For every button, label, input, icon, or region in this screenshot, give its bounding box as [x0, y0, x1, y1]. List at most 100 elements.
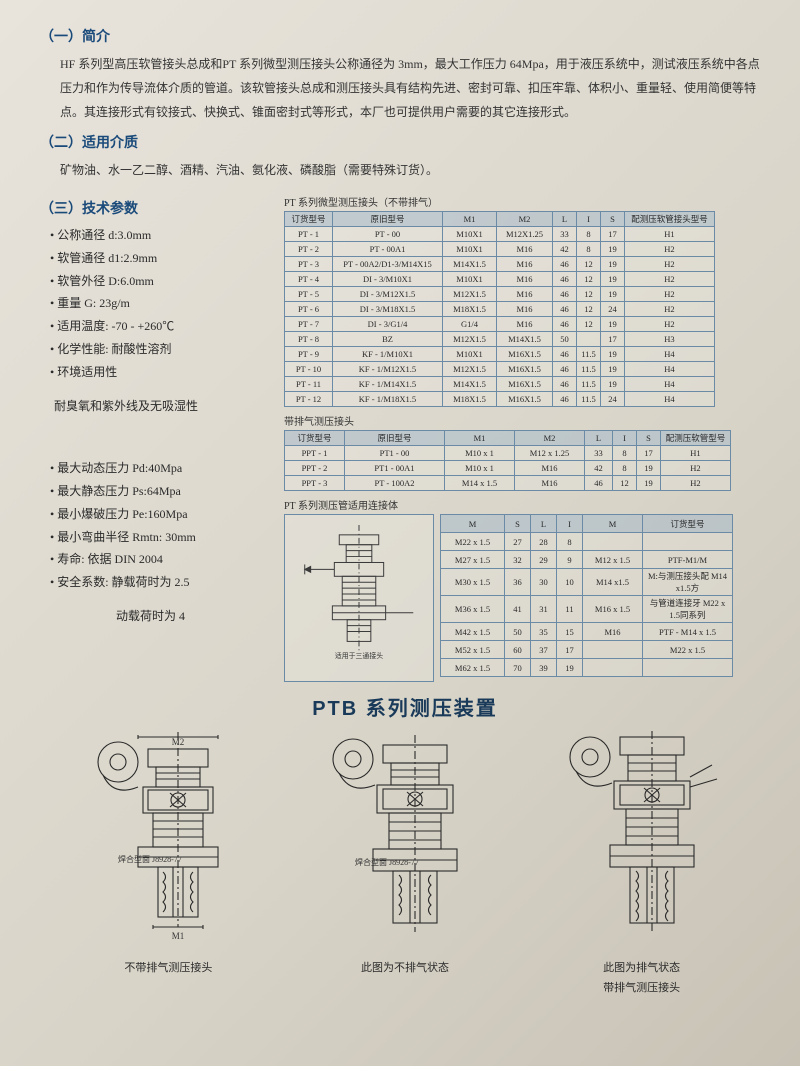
col-header: S — [505, 515, 531, 533]
col-header: S — [601, 212, 625, 227]
cell: PT - 9 — [285, 347, 333, 362]
cell: KF - 1/M12X1.5 — [333, 362, 443, 377]
table-row: PT - 9KF - 1/M10X1M10X1M16X1.54611.519H4 — [285, 347, 715, 362]
cell: 11.5 — [577, 377, 601, 392]
cell: PTF - M14 x 1.5 — [643, 623, 733, 641]
cell: 11.5 — [577, 362, 601, 377]
cell: 8 — [557, 533, 583, 551]
param-list-1: 公称通径 d:3.0mm软管通径 d1:2.9mm软管外径 D:6.0mm重量 … — [50, 224, 270, 384]
cell: 36 — [505, 569, 531, 596]
cell: PT1 - 00 — [345, 446, 445, 461]
cell: M16X1.5 — [497, 362, 553, 377]
cell: H2 — [625, 242, 715, 257]
cell: M16 — [497, 257, 553, 272]
col-header: 订货型号 — [285, 212, 333, 227]
cell: 12 — [613, 476, 637, 491]
cell: M16 x 1.5 — [583, 596, 643, 623]
cell: 24 — [601, 302, 625, 317]
cell: 19 — [637, 461, 661, 476]
cell: PT - 8 — [285, 332, 333, 347]
cell: M10X1 — [443, 227, 497, 242]
table-row: PT - 3PT - 00A2/D1-3/M14X15M14X1.5M16461… — [285, 257, 715, 272]
table-ppt-series: 订货型号原旧型号M1M2LIS配测压软管型号PPT - 1PT1 - 00M10… — [284, 430, 731, 491]
cell: H2 — [625, 302, 715, 317]
cell: 19 — [601, 287, 625, 302]
col-header: M1 — [445, 431, 515, 446]
cell: 8 — [577, 227, 601, 242]
cell: 29 — [531, 551, 557, 569]
cell: 42 — [553, 242, 577, 257]
cell: 17 — [557, 641, 583, 659]
cell: PT - 10 — [285, 362, 333, 377]
cell: M14X1.5 — [443, 377, 497, 392]
cell: M14X1.5 — [443, 257, 497, 272]
cell: H3 — [625, 332, 715, 347]
cell: 46 — [553, 272, 577, 287]
param-item: 软管外径 D:6.0mm — [50, 270, 270, 293]
cell: 11.5 — [577, 392, 601, 407]
cell: 19 — [601, 272, 625, 287]
cell: M16 — [497, 302, 553, 317]
cell: DI - 3/M12X1.5 — [333, 287, 443, 302]
cell: 19 — [601, 257, 625, 272]
cell: H1 — [625, 227, 715, 242]
ptb-figure-right — [532, 727, 752, 957]
cell: M16 — [583, 623, 643, 641]
section-2-title: （二）适用介质 — [40, 132, 770, 152]
cell — [643, 659, 733, 677]
table-row: M52 x 1.5603717M22 x 1.5 — [441, 641, 733, 659]
cell: PT - 00A2/D1-3/M14X15 — [333, 257, 443, 272]
cell: H2 — [625, 287, 715, 302]
cell: 46 — [553, 362, 577, 377]
ptb-heading: PTB 系列测压装置 — [40, 692, 770, 721]
cell: M42 x 1.5 — [441, 623, 505, 641]
ptb-caption-right-bottom: 带排气测压接头 — [532, 979, 752, 995]
cell: H2 — [661, 476, 731, 491]
cell — [583, 659, 643, 677]
cell: M12X1.25 — [497, 227, 553, 242]
cell: H2 — [625, 317, 715, 332]
cell: 与管道连接牙 M22 x 1.5同系列 — [643, 596, 733, 623]
col-header: S — [637, 431, 661, 446]
cell: 17 — [601, 227, 625, 242]
cell: 11.5 — [577, 347, 601, 362]
param1-sub: 耐臭氧和紫外线及无吸湿性 — [54, 396, 270, 418]
cell: 17 — [637, 446, 661, 461]
cell: 19 — [601, 362, 625, 377]
col-header: I — [557, 515, 583, 533]
table-row: M62 x 1.5703919 — [441, 659, 733, 677]
cell: PT - 3 — [285, 257, 333, 272]
cell: M14 x 1.5 — [445, 476, 515, 491]
cell: 33 — [553, 227, 577, 242]
cell: PT1 - 00A1 — [345, 461, 445, 476]
connector-schematic: 适用于三通接头 — [284, 514, 434, 682]
cell: 46 — [553, 347, 577, 362]
param-item: 最小爆破压力 Pe:160Mpa — [50, 503, 270, 526]
col-header: M — [583, 515, 643, 533]
cell — [577, 332, 601, 347]
cell: 8 — [577, 242, 601, 257]
table-pt-series: 订货型号原旧型号M1M2LIS配测压软管接头型号PT - 1PT - 00M10… — [284, 211, 715, 407]
cell: M62 x 1.5 — [441, 659, 505, 677]
cell: M16 — [497, 317, 553, 332]
cell: 12 — [577, 287, 601, 302]
table-row: PT - 6DI - 3/M18X1.5M18X1.5M16461224H2 — [285, 302, 715, 317]
ptb-figure-mid: 焊合型面 J8928-77 — [295, 727, 515, 957]
cell: 17 — [601, 332, 625, 347]
cell — [643, 533, 733, 551]
col-header: 原旧型号 — [333, 212, 443, 227]
table-row: PT - 11KF - 1/M14X1.5M14X1.5M16X1.54611.… — [285, 377, 715, 392]
svg-text:焊合型面 J8928-77: 焊合型面 J8928-77 — [118, 854, 182, 864]
param-item: 软管通径 d1:2.9mm — [50, 247, 270, 270]
cell: M12 x 1.5 — [583, 551, 643, 569]
cell: DI - 3/M18X1.5 — [333, 302, 443, 317]
cell: 8 — [613, 461, 637, 476]
cell: PTF-M1/M — [643, 551, 733, 569]
section-1-title: （一）简介 — [40, 26, 770, 46]
section-3-title: （三）技术参数 — [40, 198, 270, 218]
cell: PT - 4 — [285, 272, 333, 287]
cell: PT - 2 — [285, 242, 333, 257]
cell: 15 — [557, 623, 583, 641]
cell: 46 — [553, 317, 577, 332]
cell: 46 — [553, 287, 577, 302]
